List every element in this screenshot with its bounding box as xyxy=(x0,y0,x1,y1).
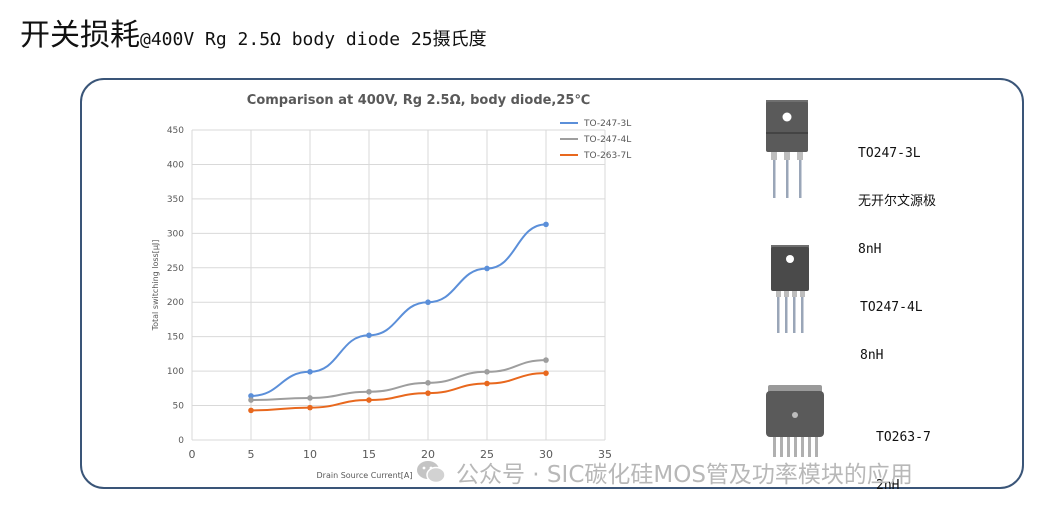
to247-4l-package-image xyxy=(771,245,809,333)
slide-title: 开关损耗@400V Rg 2.5Ω body diode 25摄氏度 xyxy=(20,10,487,54)
x-tick-label: 30 xyxy=(539,448,553,461)
to263-7-package-image xyxy=(766,385,824,457)
y-tick-label: 100 xyxy=(167,367,184,377)
x-axis-label: Drain Source Current[A] xyxy=(317,471,413,480)
data-point xyxy=(307,395,313,401)
to247-3l-package-image xyxy=(766,100,808,198)
x-tick-label: 10 xyxy=(303,448,317,461)
y-tick-label: 50 xyxy=(173,402,185,412)
x-tick-label: 25 xyxy=(480,448,494,461)
content-frame xyxy=(80,78,1024,489)
series-line-0 xyxy=(250,223,547,397)
slide-title-main: 开关损耗 xyxy=(20,18,140,53)
pkg-label-to247-4l: TO247-4L 8nH xyxy=(860,300,923,363)
y-tick-label: 200 xyxy=(167,298,184,308)
data-point xyxy=(366,332,372,339)
y-tick-label: 150 xyxy=(167,333,184,343)
slide-title-sub: @400V Rg 2.5Ω body diode 25摄氏度 xyxy=(140,29,487,50)
data-point xyxy=(366,397,372,403)
watermark: 公众号 · SIC碳化硅MOS管及功率模块的应用 xyxy=(416,455,913,489)
data-point xyxy=(248,397,254,403)
y-tick-label: 350 xyxy=(167,195,184,205)
y-tick-label: 400 xyxy=(167,160,184,170)
y-tick-label: 0 xyxy=(178,436,184,446)
y-tick-label: 250 xyxy=(167,264,184,274)
data-point xyxy=(484,265,490,272)
series-line-2 xyxy=(250,372,547,412)
data-point xyxy=(307,369,313,375)
data-point xyxy=(307,404,313,411)
legend-label-0: TO-247-3L xyxy=(583,119,631,129)
data-point xyxy=(543,221,549,228)
y-axis-label: Total switching loss[μJ] xyxy=(151,240,160,332)
x-tick-label: 20 xyxy=(421,448,435,461)
loss-chart: Comparison at 400V, Rg 2.5Ω, body diode,… xyxy=(151,93,631,480)
y-tick-label: 450 xyxy=(167,126,184,136)
series-line-1 xyxy=(250,359,547,402)
data-point xyxy=(543,357,549,363)
data-point xyxy=(484,369,490,375)
pkg-label-to247-3l: TO247-3L 无开尔文源极 8nH xyxy=(858,146,937,257)
data-point xyxy=(484,380,490,387)
data-point xyxy=(425,380,431,386)
y-tick-label: 300 xyxy=(167,229,184,239)
legend-label-1: TO-247-4L xyxy=(583,135,631,145)
data-point xyxy=(248,393,254,399)
watermark-text: 公众号 · SIC碳化硅MOS管及功率模块的应用 xyxy=(456,462,913,488)
x-tick-label: 0 xyxy=(189,448,196,461)
pkg-label-to263-7: TO263-7 2nH xyxy=(876,430,931,493)
x-tick-label: 15 xyxy=(362,448,376,461)
data-point xyxy=(543,370,549,376)
x-tick-label: 35 xyxy=(598,448,612,461)
data-point xyxy=(366,388,372,395)
data-point xyxy=(248,407,254,414)
data-point xyxy=(425,390,431,396)
chart-title: Comparison at 400V, Rg 2.5Ω, body diode,… xyxy=(247,93,590,108)
x-tick-label: 5 xyxy=(248,448,255,461)
legend-label-2: TO-263-7L xyxy=(583,151,631,161)
data-point xyxy=(425,299,431,306)
wechat-icon xyxy=(417,461,446,484)
